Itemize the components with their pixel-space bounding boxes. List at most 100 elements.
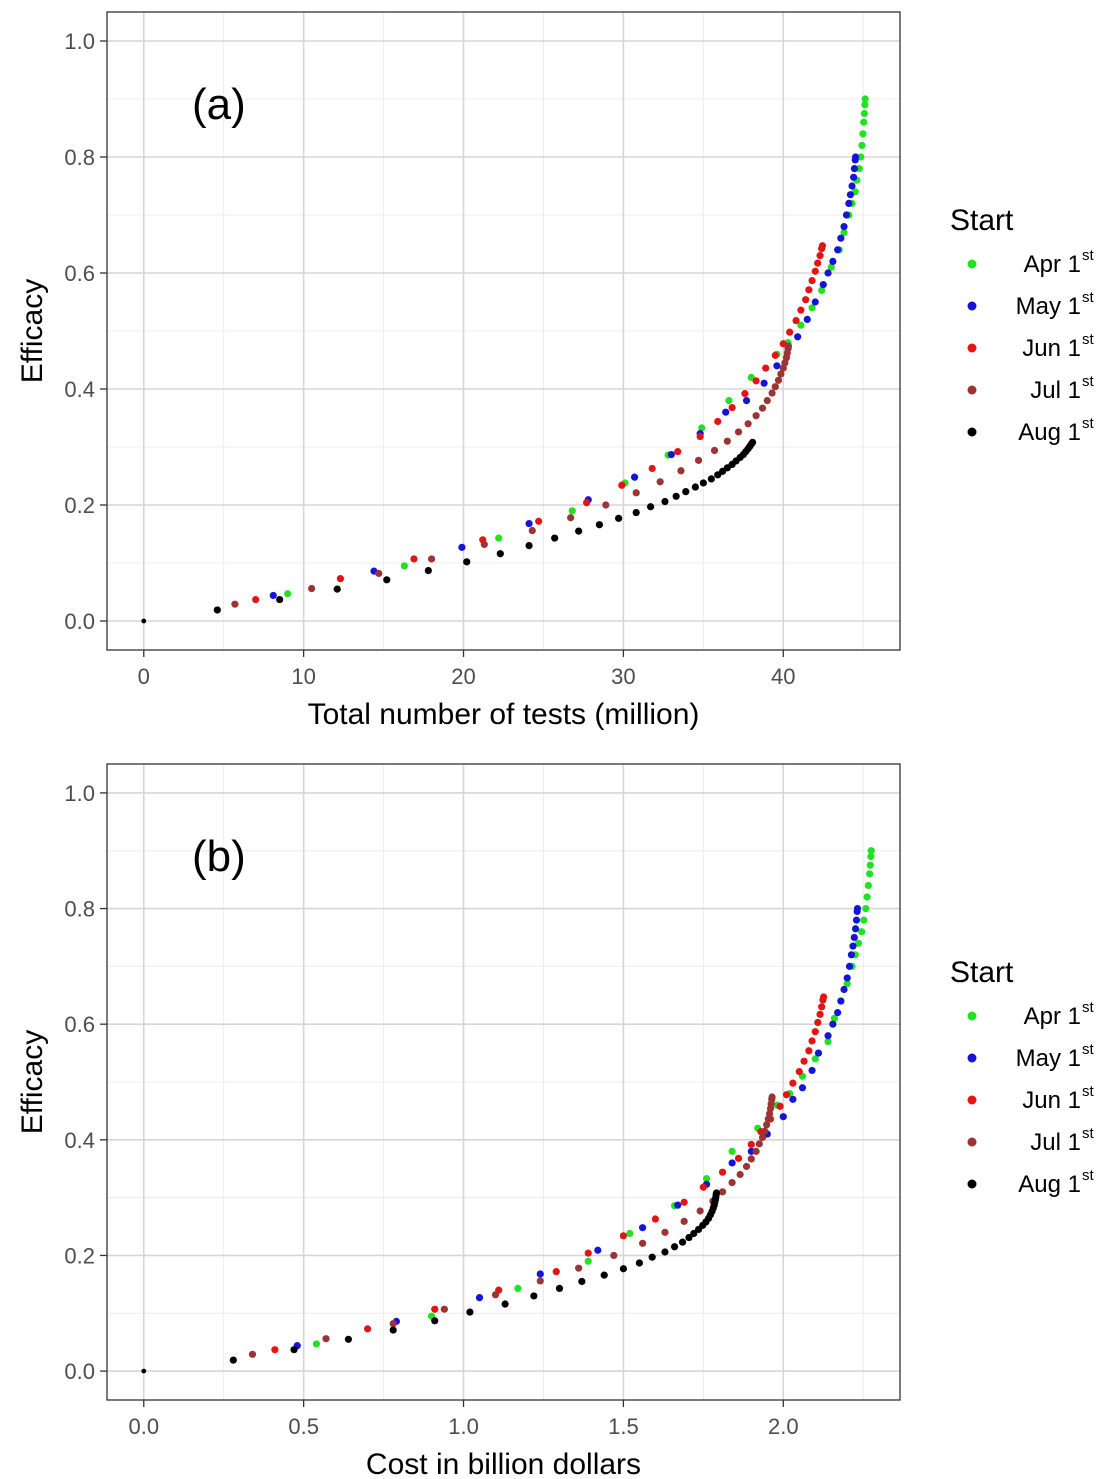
point-may-a [803, 315, 811, 323]
point-aug-a [463, 558, 471, 566]
point-may-a [824, 269, 832, 277]
points-b [141, 847, 875, 1374]
point-may-a [458, 543, 466, 551]
point-jul-a [784, 342, 793, 350]
legend-label-may-a: May 1 [1016, 293, 1081, 320]
point-jul-b [661, 1228, 669, 1236]
point-apr-a [861, 101, 869, 109]
point-may-b [837, 997, 845, 1005]
point-jul-b [440, 1305, 448, 1313]
point-may-b [824, 1032, 832, 1040]
point-jun-b [795, 1067, 803, 1076]
y-tick-label-a: 0.6 [64, 261, 95, 286]
point-jun-a [797, 306, 805, 314]
point-aug-a [383, 576, 391, 584]
point-apr-b [843, 980, 851, 988]
legend-label-jun-b: Jun 1 [1022, 1087, 1081, 1114]
point-jun-b [805, 1047, 813, 1055]
point-jun-a [648, 464, 656, 473]
legend-sup-may-a: st [1082, 289, 1095, 306]
legend-title-b: Start [950, 956, 1014, 989]
point-jul-a [744, 420, 752, 428]
point-apr-a [857, 153, 865, 161]
legend-key-jun-a [967, 343, 977, 353]
point-jun-a [535, 517, 543, 525]
point-jun-b [818, 1003, 826, 1011]
point-jun-a [811, 267, 819, 275]
point-apr-b [830, 1014, 839, 1023]
point-apr-a [797, 321, 805, 329]
point-may-a [829, 257, 837, 265]
point-jul-a [752, 412, 760, 420]
point-jun-a [814, 259, 822, 267]
point-jun-b [734, 1154, 743, 1162]
x-tick-label-b: 0.5 [288, 1414, 319, 1439]
point-aug-a [551, 534, 559, 542]
point-aug-a [672, 492, 680, 500]
point-jul-b [755, 1140, 763, 1148]
x-ticks-a: 0 10 20 30 40 [138, 650, 796, 689]
point-jun-b [718, 1168, 727, 1176]
y-axis-title-b: Efficacy [16, 1030, 49, 1135]
point-may-b [594, 1246, 602, 1254]
point-aug-b [466, 1308, 474, 1316]
point-jun-a [818, 242, 827, 250]
legend-sup-apr-b: st [1082, 999, 1095, 1016]
point-aug-a [213, 606, 221, 614]
point-apr-b [864, 881, 872, 890]
point-jul-a [710, 446, 719, 455]
point-apr-a [818, 286, 826, 294]
point-aug-b [600, 1271, 608, 1279]
legend-key-may-a [967, 301, 977, 311]
legend-key-apr-b [967, 1011, 977, 1021]
point-apr-a [725, 397, 733, 405]
point-jul-a [723, 437, 731, 445]
point-jul-b [758, 1133, 767, 1142]
x-tick-label-b: 1.0 [448, 1414, 479, 1439]
point-may-a [834, 246, 842, 254]
legend-key-may-b [967, 1053, 977, 1063]
point-aug-b [712, 1189, 721, 1197]
grid-b [107, 764, 900, 1400]
point-apr-a [808, 304, 816, 312]
point-may-a [760, 379, 768, 387]
point-aug-a [595, 521, 604, 529]
point-jun-b [776, 1102, 784, 1110]
point-may-a [631, 473, 639, 481]
point-may-b [814, 1049, 823, 1057]
point-may-a [667, 450, 675, 459]
point-apr-b [514, 1284, 522, 1293]
point-apr-b [867, 847, 875, 855]
point-jul-a [231, 600, 239, 608]
point-aug-b [690, 1229, 698, 1238]
legend-label-aug-b: Aug 1 [1018, 1171, 1081, 1198]
point-may-a [842, 211, 851, 219]
point-may-a [850, 173, 858, 181]
x-tick-label-b: 2.0 [768, 1414, 799, 1439]
point-apr-a [284, 590, 292, 598]
point-jul-a [632, 489, 640, 497]
point-aug-b [635, 1259, 643, 1267]
point-apr-a [860, 118, 868, 126]
point-jul-b [575, 1264, 583, 1272]
point-jul-a [694, 456, 703, 464]
x-ticks-b: 0.0 0.5 1.0 1.5 2.0 [128, 1400, 799, 1439]
point-aug-b [290, 1346, 298, 1354]
point-may-b [849, 942, 857, 950]
y-tick-label-b: 0.0 [64, 1359, 95, 1384]
y-tick-label-a: 0.8 [64, 145, 95, 170]
point-jun-b [747, 1140, 755, 1149]
point-jul-b [718, 1188, 727, 1196]
point-may-b [779, 1113, 787, 1121]
point-may-b [843, 974, 851, 982]
point-may-a [848, 182, 856, 190]
point-may-b [853, 904, 862, 913]
point-jun-a [583, 499, 591, 507]
point-aug-b [431, 1317, 439, 1325]
point-may-a [819, 281, 827, 289]
legend-label-apr-b: Apr 1 [1024, 1003, 1081, 1030]
point-jul-b [728, 1179, 736, 1187]
point-jun-b [364, 1325, 372, 1333]
chart-panel-a: 0 10 20 30 40 0.0 0.2 0.4 0.6 0.8 1.0 (a) Total n… [16, 11, 1095, 731]
point-apr-a [568, 507, 576, 515]
